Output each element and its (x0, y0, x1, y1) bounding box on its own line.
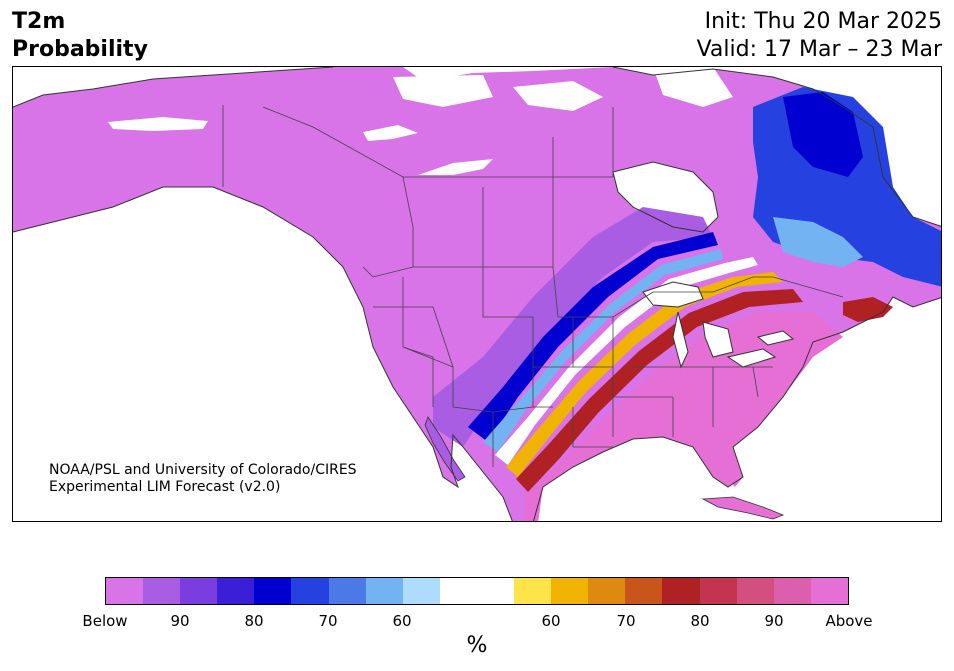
init-date: Init: Thu 20 Mar 2025 (704, 9, 942, 34)
snow-patch-canada (418, 159, 493, 175)
colorbar-swatch-18 (773, 578, 811, 604)
map-canvas (13, 67, 941, 521)
colorbar-swatch-12 (551, 578, 589, 604)
coastline (13, 67, 941, 521)
arctic-water (393, 67, 733, 111)
colorbar-swatch-19 (810, 578, 848, 604)
maritimes-red (843, 297, 893, 322)
colorbar-swatch-16 (699, 578, 737, 604)
band-yellow (506, 272, 783, 477)
quebec-light-blue (773, 217, 863, 267)
colorbar-swatch-3 (217, 578, 255, 604)
baja-california (424, 416, 466, 482)
colorbar-swatch-14 (625, 578, 663, 604)
title-line-quantity: Probability (12, 37, 148, 62)
credit-line-org: NOAA/PSL and University of Colorado/CIRE… (49, 462, 357, 478)
colorbar-swatch-17 (736, 578, 774, 604)
forecast-dates: Init: Thu 20 Mar 2025 Valid: 17 Mar – 23… (697, 8, 942, 64)
colorbar-unit: % (466, 633, 488, 658)
labrador-core (783, 92, 863, 177)
colorbar-swatch-4 (254, 578, 292, 604)
colorbar-label-below: Below (82, 612, 128, 630)
map-credit: NOAA/PSL and University of Colorado/CIRE… (49, 462, 357, 496)
colorbar-swatch-10 (476, 578, 515, 604)
colorbar-swatch-15 (662, 578, 700, 604)
colorbar-label-below-60: 60 (392, 612, 412, 630)
band-white (495, 257, 758, 465)
colorbar-swatch-13 (588, 578, 626, 604)
colorbar-label-above-80: 80 (690, 612, 710, 630)
colorbar-label-below-70: 70 (318, 612, 338, 630)
snow-patch-north (363, 125, 418, 141)
colorbar-swatch-6 (328, 578, 366, 604)
florida (713, 442, 743, 487)
colorbar-label-above-70: 70 (616, 612, 636, 630)
band-lightblue (483, 249, 723, 452)
colorbar-label-below-80: 80 (244, 612, 264, 630)
probability-map: NOAA/PSL and University of Colorado/CIRE… (12, 66, 942, 522)
colorbar-swatch-2 (180, 578, 218, 604)
colorbar-swatch-8 (402, 578, 440, 604)
colorbar-swatch-0 (106, 578, 144, 604)
map-title: T2m Probability (12, 8, 148, 64)
colorbar-label-above-60: 60 (541, 612, 561, 630)
colorbar-swatch-9 (439, 578, 477, 604)
colorbar-label-below-90: 90 (170, 612, 190, 630)
colorbar-label-above: Above (825, 612, 873, 630)
probability-colorbar (105, 577, 849, 605)
colorbar-swatch-5 (291, 578, 329, 604)
political-borders (222, 105, 844, 467)
colorbar-label-above-90: 90 (764, 612, 784, 630)
colorbar-swatch-1 (143, 578, 181, 604)
hudson-bay (613, 162, 718, 232)
band-pink (523, 312, 843, 521)
valid-range: Valid: 17 Mar – 23 Mar (696, 37, 942, 62)
colorbar-swatch-7 (365, 578, 403, 604)
band-red (516, 289, 803, 492)
title-line-variable: T2m (12, 9, 66, 34)
credit-line-product: Experimental LIM Forecast (v2.0) (49, 479, 281, 495)
gulf-of-mexico (543, 437, 713, 512)
snow-patch-alaska (108, 117, 208, 131)
colorbar-swatch-11 (514, 578, 552, 604)
cuba (701, 496, 785, 520)
